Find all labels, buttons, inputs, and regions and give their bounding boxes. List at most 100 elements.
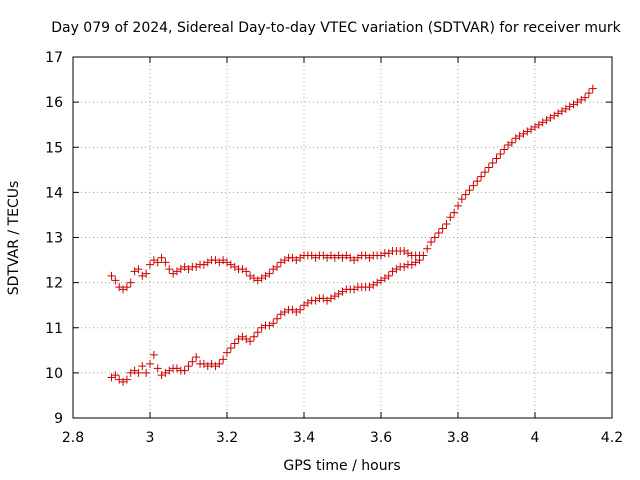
data-point-upper-branch [146,260,154,269]
data-point-upper-branch [111,276,120,285]
data-point-lower-branch [538,118,547,127]
x-tick-label: 4.2 [601,430,623,446]
data-point-lower-branch [249,332,258,341]
data-point-upper-branch [249,274,258,283]
data-point-upper-branch [165,265,174,274]
data-point-lower-branch [149,350,158,359]
x-tick-label: 3.8 [447,430,469,446]
data-point-lower-branch [219,355,228,364]
grid-lines [73,57,612,418]
data-point-lower-branch [377,276,385,285]
data-point-lower-branch [523,127,532,136]
data-point-lower-branch [223,348,231,357]
data-point-lower-branch [157,371,166,380]
data-point-lower-branch [565,102,574,111]
data-point-lower-branch [554,109,563,118]
data-point-lower-branch [111,371,120,380]
x-tick-label: 3.6 [370,430,392,446]
data-point-lower-branch [192,353,201,362]
data-point-lower-branch [303,298,312,307]
data-point-upper-branch [238,265,247,274]
data-point-lower-branch [184,362,193,371]
data-point-upper-branch [203,258,212,267]
data-point-lower-branch [407,260,416,269]
data-point-lower-branch [480,168,489,177]
data-point-lower-branch [130,366,139,375]
data-point-lower-branch [534,120,543,129]
data-point-lower-branch [280,307,289,316]
data-point-lower-branch [438,224,447,233]
data-point-lower-branch [330,292,339,301]
data-point-lower-branch [415,256,424,265]
data-point-lower-branch [273,314,282,323]
data-point-lower-branch [311,296,320,305]
x-axis-label: GPS time / hours [283,458,400,474]
data-point-lower-branch [269,319,278,328]
data-point-upper-branch [257,274,266,283]
data-point-lower-branch [442,219,451,228]
data-point-upper-branch [223,258,231,267]
data-point-upper-branch [311,253,320,262]
data-point-lower-branch [507,138,516,147]
data-point-lower-branch [161,368,170,377]
data-point-lower-branch [292,307,301,316]
data-point-lower-branch [265,321,274,330]
data-point-lower-branch [531,122,539,131]
data-point-lower-branch [423,244,432,253]
y-tick-label: 17 [45,50,63,66]
data-point-lower-branch [573,98,582,107]
data-point-lower-branch [365,283,374,292]
x-tick-label: 3.4 [293,430,315,446]
data-point-upper-branch [292,256,301,265]
data-point-upper-branch [323,253,332,262]
data-point-lower-branch [215,359,224,368]
data-point-lower-branch [226,344,235,353]
data-point-upper-branch [296,253,305,262]
data-point-upper-branch [342,251,351,260]
data-point-upper-branch [215,258,224,267]
data-point-lower-branch [473,177,482,186]
data-point-upper-branch [153,258,162,267]
data-point-lower-branch [550,111,559,120]
data-point-upper-branch [338,253,347,262]
data-point-upper-branch [122,283,131,292]
data-point-upper-branch [184,265,193,274]
data-point-lower-branch [172,364,181,373]
data-point-upper-branch [307,251,316,260]
data-point-lower-branch [338,287,347,296]
data-point-lower-branch [577,95,586,104]
data-point-upper-branch [400,247,409,256]
data-point-lower-branch [411,258,420,267]
data-point-upper-branch [246,271,255,280]
chart-title: Day 079 of 2024, Sidereal Day-to-day VTE… [51,20,621,36]
data-point-upper-branch [230,262,239,271]
data-point-lower-branch [319,294,328,303]
data-point-lower-branch [238,332,247,341]
data-point-lower-branch [500,145,509,154]
data-point-upper-branch [265,269,274,278]
data-point-upper-branch [115,283,124,292]
data-point-upper-branch [142,269,151,278]
data-point-lower-branch [492,154,501,163]
data-point-upper-branch [269,265,278,274]
data-point-lower-branch [122,375,131,384]
data-point-lower-branch [246,337,255,346]
data-point-lower-branch [450,208,459,217]
data-point-upper-branch [280,256,289,265]
data-point-lower-branch [134,368,143,377]
data-point-lower-branch [334,289,343,298]
data-point-upper-branch [253,276,262,285]
data-point-upper-branch [365,253,374,262]
data-point-lower-branch [557,107,566,116]
data-point-lower-branch [126,368,135,377]
data-point-lower-branch [257,323,266,332]
data-point-lower-branch [300,301,308,310]
data-point-lower-branch [115,375,124,384]
y-tick-label: 12 [45,276,63,292]
data-point-upper-branch [361,251,370,260]
x-tick-label: 3 [146,430,155,446]
data-point-upper-branch [130,267,139,276]
data-point-upper-branch [119,285,128,294]
data-point-lower-branch [380,274,389,283]
